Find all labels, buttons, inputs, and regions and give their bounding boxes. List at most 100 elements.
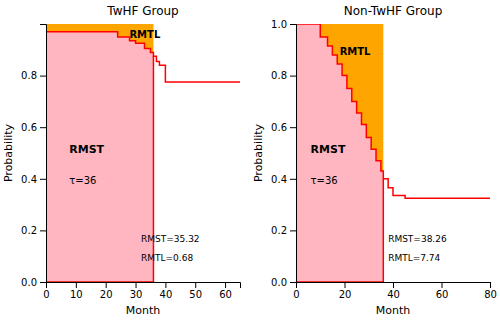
plot-area xyxy=(46,24,240,282)
x-tick: 50 xyxy=(189,282,202,300)
y-tick-label: 0.2 xyxy=(271,225,287,236)
x-tick: 0 xyxy=(293,282,299,300)
x-tick: 10 xyxy=(70,282,83,300)
y-tick-mark xyxy=(290,24,296,25)
y-axis: 0.00.20.40.60.81.0 xyxy=(271,19,296,288)
x-tick-mark xyxy=(490,282,491,288)
x-tick: 80 xyxy=(484,282,497,300)
figure: 0 10 20 30 40 50 60 0.0 0.2 0.4 0.6 0.8 TwHF Group Mo… xyxy=(0,0,500,320)
x-tick-label: 50 xyxy=(189,289,202,300)
y-tick: 0.8 xyxy=(271,70,296,81)
x-tick-label: 10 xyxy=(70,289,83,300)
y-tick-label: 0.6 xyxy=(21,122,37,133)
x-tick-mark xyxy=(225,282,226,288)
x-tick-mark xyxy=(195,282,196,288)
annotation: RMST=35.32 xyxy=(141,234,200,244)
x-axis: 0 10 20 30 40 50 60 xyxy=(43,282,240,300)
y-tick-mark xyxy=(40,127,46,128)
annotation: RMTL xyxy=(340,46,371,57)
y-tick-mark xyxy=(290,76,296,77)
y-tick-label: 0.0 xyxy=(271,277,287,288)
annotation: RMST xyxy=(311,143,346,156)
y-tick: 0.4 xyxy=(21,174,46,185)
y-axis: 0.0 0.2 0.4 0.6 0.8 xyxy=(21,25,46,288)
y-tick: 1.0 xyxy=(271,19,296,30)
y-tick-label: 0.2 xyxy=(21,225,37,236)
annotation: τ=36 xyxy=(69,175,96,186)
y-tick-label: 0.0 xyxy=(21,277,37,288)
x-tick: 0 xyxy=(43,282,49,300)
y-axis-line xyxy=(290,25,297,283)
x-tick-mark xyxy=(442,282,443,288)
y-tick: 0.2 xyxy=(21,225,46,236)
annotation: τ=36 xyxy=(311,175,338,186)
x-tick-label: 60 xyxy=(436,289,449,300)
x-tick-mark xyxy=(393,282,394,288)
x-tick: 20 xyxy=(339,282,352,300)
title: Non-TwHF Group xyxy=(344,4,443,18)
y-tick: 0.2 xyxy=(271,225,296,236)
y-tick-mark xyxy=(40,76,46,77)
x-tick-mark xyxy=(345,282,346,288)
annotation: RMTL xyxy=(129,29,160,40)
panel: 0 10 20 30 40 50 60 0.0 0.2 0.4 0.6 0.8 TwHF Group Mo… xyxy=(2,4,241,317)
x-tick-label: 30 xyxy=(130,289,143,300)
tau-line xyxy=(153,56,155,282)
x-tick-label: 80 xyxy=(484,289,497,300)
rmtl-area xyxy=(46,24,153,82)
y-tick: 0.6 xyxy=(21,122,46,133)
rmst-area xyxy=(46,32,153,282)
y-tick: 0.0 xyxy=(21,277,46,288)
y-tick: 0.4 xyxy=(271,174,296,185)
y-tick-mark xyxy=(290,230,296,231)
annotation: RMTL=7.74 xyxy=(388,253,440,263)
x-tick-mark xyxy=(136,282,137,288)
survival-curve xyxy=(296,24,490,198)
rmst-base-line xyxy=(296,281,383,282)
y-tick-mark xyxy=(290,282,296,283)
x-tick-label: 40 xyxy=(160,289,173,300)
y-axis-title: Probability xyxy=(252,123,265,182)
x-tick-label: 0 xyxy=(43,289,49,300)
y-tick-mark xyxy=(40,230,46,231)
y-tick-mark xyxy=(40,282,46,283)
x-tick: 40 xyxy=(387,282,400,300)
x-tick-mark xyxy=(76,282,77,288)
x-tick: 60 xyxy=(436,282,449,300)
x-tick-mark xyxy=(106,282,107,288)
y-axis-title: Probability xyxy=(2,123,15,182)
rmst-base-line xyxy=(46,281,153,282)
rmtl-area xyxy=(296,24,383,198)
y-tick-label: 0.8 xyxy=(21,70,37,81)
x-tick: 40 xyxy=(160,282,173,300)
x-axis-title: Month xyxy=(376,304,411,317)
y-tick-mark xyxy=(290,127,296,128)
x-tick-label: 0 xyxy=(293,289,299,300)
x-tick: 20 xyxy=(100,282,113,300)
y-axis-line xyxy=(40,25,47,283)
panel: 0204060800.00.20.40.60.81.0Non-TwHF Grou… xyxy=(252,4,497,317)
y-tick: 0.8 xyxy=(21,70,46,81)
y-tick-label: 0.4 xyxy=(271,174,287,185)
x-axis: 0 20 40 60 80 xyxy=(293,282,497,300)
annotation: RMST xyxy=(69,143,104,156)
x-axis-line xyxy=(47,283,241,289)
title: TwHF Group xyxy=(106,4,178,18)
x-tick-mark xyxy=(165,282,166,288)
y-tick-label: 1.0 xyxy=(271,19,287,30)
x-tick-label: 60 xyxy=(219,289,232,300)
x-tick-label: 20 xyxy=(100,289,113,300)
y-tick-mark xyxy=(290,179,296,180)
rmst-area xyxy=(296,24,383,282)
x-axis-title: Month xyxy=(126,304,161,317)
x-tick: 30 xyxy=(130,282,143,300)
x-tick-label: 40 xyxy=(387,289,400,300)
tau-fills xyxy=(296,24,383,282)
plot-area xyxy=(296,24,490,282)
x-tick-label: 20 xyxy=(339,289,352,300)
annotation: RMTL=0.68 xyxy=(141,253,193,263)
tau-line xyxy=(383,179,385,282)
annotation: RMST=38.26 xyxy=(388,234,447,244)
y-tick: 0.0 xyxy=(271,277,296,288)
y-tick-label: 0.4 xyxy=(21,174,37,185)
